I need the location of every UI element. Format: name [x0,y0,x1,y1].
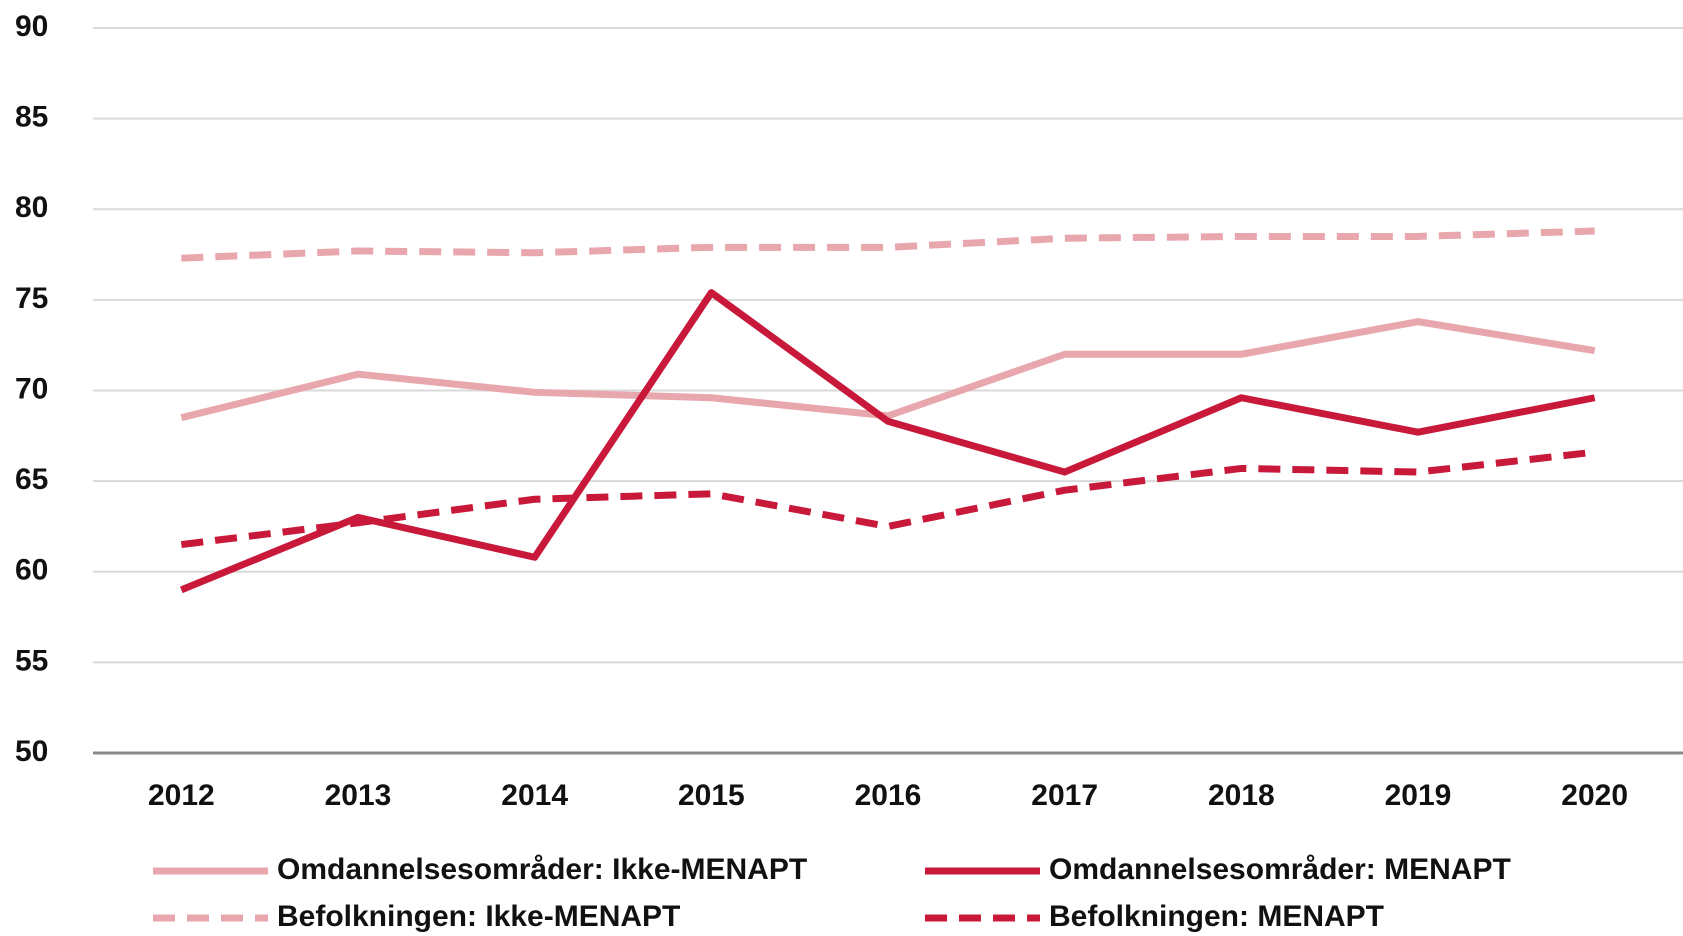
y-tick-label: 55 [15,644,48,677]
line-series [180,318,1596,422]
line-series [180,289,1596,594]
x-tick-label: 2012 [148,779,215,812]
y-tick-label: 70 [15,372,48,405]
x-tick-label: 2019 [1385,779,1452,812]
line-series [181,227,1595,262]
x-tick-label: 2014 [501,779,568,812]
legend-label: Omdannelsesområder: MENAPT [1049,853,1511,886]
x-tick-label: 2013 [325,779,392,812]
x-tick-label: 2015 [678,779,745,812]
legend-label: Befolkningen: MENAPT [1049,900,1384,933]
x-tick-label: 2016 [855,779,922,812]
y-tick-label: 50 [15,735,48,768]
x-tick-label: 2017 [1031,779,1098,812]
y-tick-label: 85 [15,101,48,134]
y-tick-label: 65 [15,463,48,496]
legend-label: Omdannelsesområder: Ikke-MENAPT [277,853,807,886]
y-tick-label: 80 [15,191,48,224]
y-tick-label: 60 [15,554,48,587]
y-tick-label: 90 [15,10,48,43]
x-tick-label: 2018 [1208,779,1275,812]
legend-label: Befolkningen: Ikke-MENAPT [277,900,680,933]
x-tick-label: 2020 [1561,779,1628,812]
y-tick-label: 75 [15,282,48,315]
line-series [180,448,1596,549]
